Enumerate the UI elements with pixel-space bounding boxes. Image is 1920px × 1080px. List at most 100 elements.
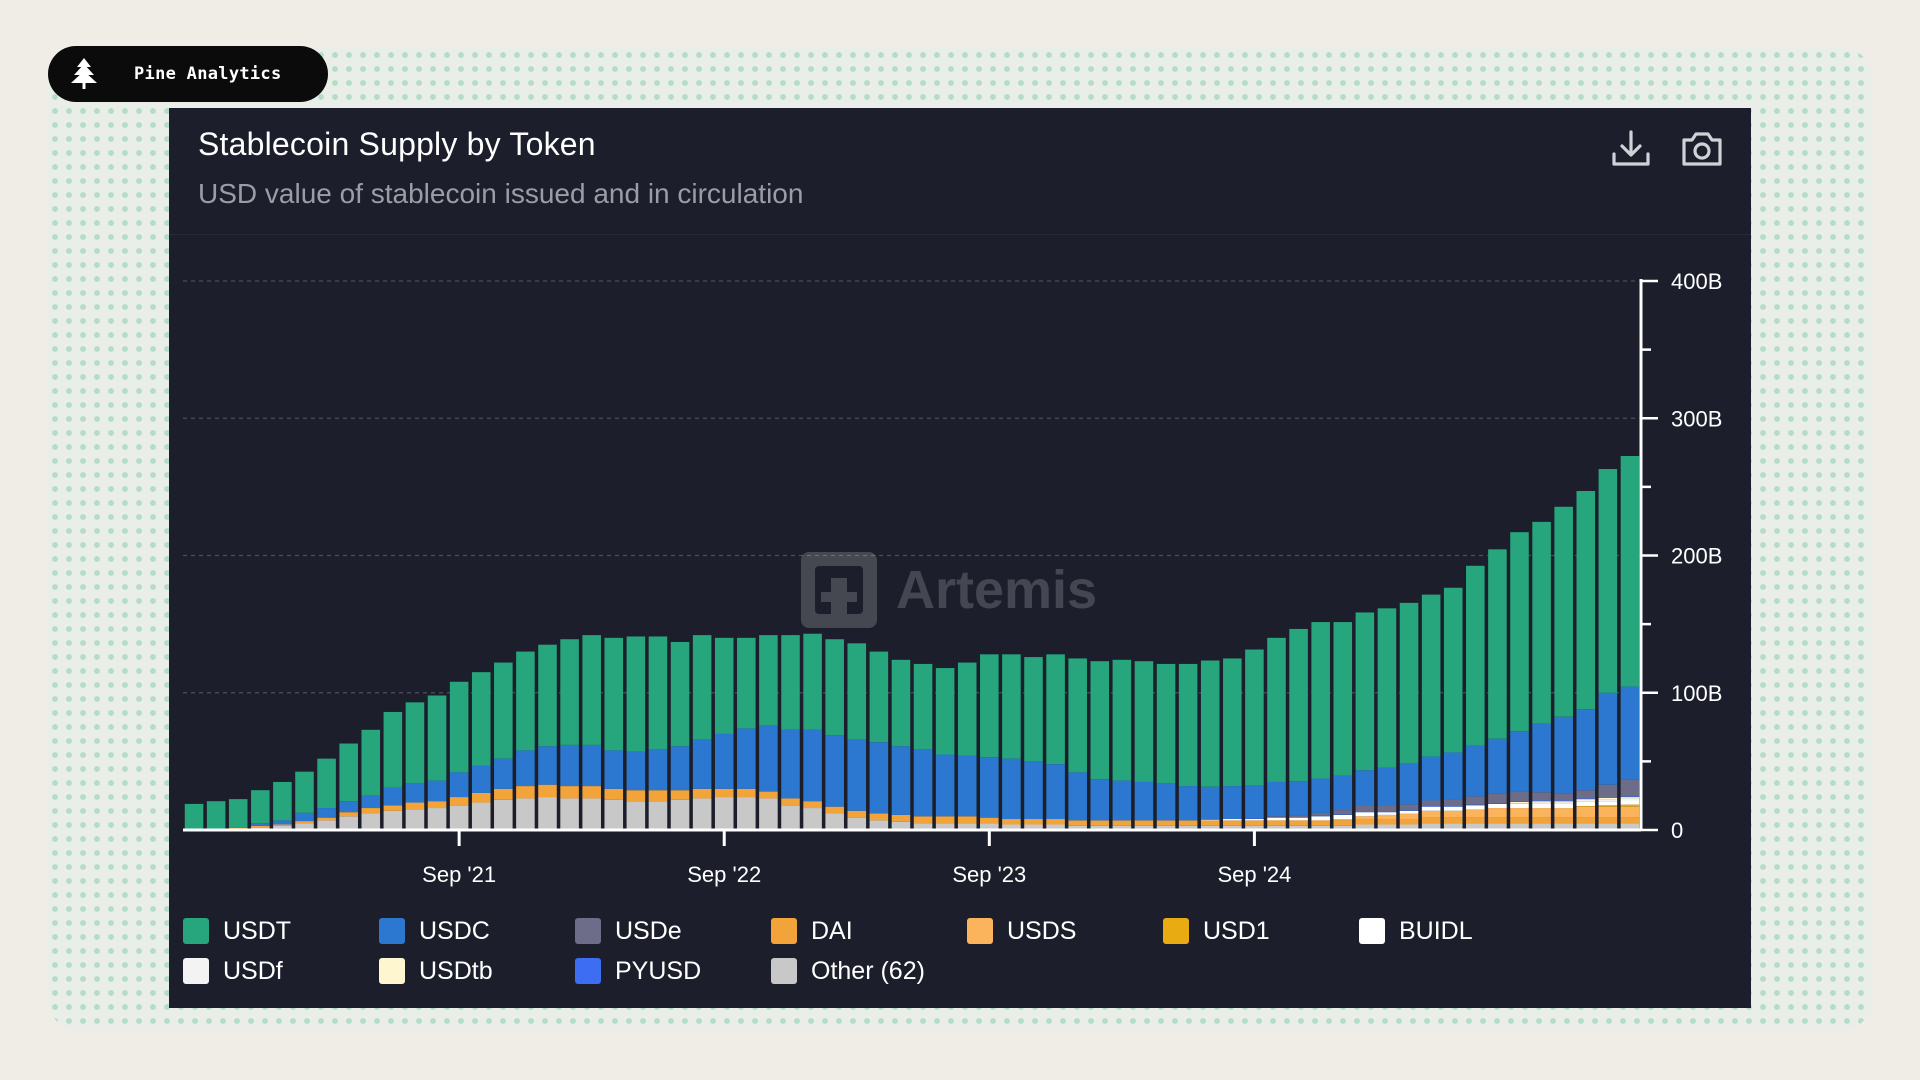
bar-stack[interactable] — [273, 781, 292, 830]
bar-segment-other-62[interactable] — [361, 813, 381, 830]
bar-segment-usdt[interactable] — [494, 662, 513, 759]
bar-segment-other-62[interactable] — [913, 823, 933, 830]
bar-segment-usdc[interactable] — [913, 749, 933, 817]
bar-segment-other-62[interactable] — [1510, 823, 1529, 830]
bar-segment-usdt[interactable] — [1377, 608, 1397, 768]
bar-segment-usde[interactable] — [1399, 804, 1419, 811]
legend-item-usdf[interactable]: USDf — [183, 956, 379, 986]
bar-segment-usdc[interactable] — [339, 801, 358, 813]
bar-segment-dai[interactable] — [825, 806, 844, 814]
bar-segment-usdt[interactable] — [913, 663, 933, 750]
bar-segment-usdt[interactable] — [228, 799, 248, 828]
bar-segment-dai[interactable] — [1421, 817, 1441, 824]
bar-segment-dai[interactable] — [1620, 817, 1640, 824]
bar-stack[interactable] — [980, 654, 999, 830]
bar-segment-buidl[interactable] — [1333, 814, 1353, 820]
bar-segment-usdt[interactable] — [1466, 565, 1485, 746]
bar-segment-other-62[interactable] — [781, 805, 800, 830]
bar-segment-other-62[interactable] — [405, 809, 425, 830]
bar-segment-usd1[interactable] — [1576, 805, 1596, 807]
bar-stack[interactable] — [1311, 622, 1330, 830]
bar-segment-other-62[interactable] — [692, 798, 712, 830]
bar-stack[interactable] — [626, 636, 646, 830]
bar-segment-buidl[interactable] — [1289, 817, 1308, 821]
bar-stack[interactable] — [1421, 594, 1441, 830]
bar-segment-usdc[interactable] — [1554, 716, 1573, 794]
bar-segment-usdt[interactable] — [1134, 661, 1154, 782]
bar-stack[interactable] — [383, 711, 403, 830]
bar-segment-dai[interactable] — [1355, 819, 1375, 825]
bar-stack[interactable] — [1333, 622, 1353, 830]
bar-segment-usdt[interactable] — [1399, 602, 1419, 764]
bar-segment-usdt[interactable] — [1068, 658, 1087, 773]
bar-segment-usdt[interactable] — [1355, 612, 1375, 771]
bar-segment-buidl[interactable] — [1267, 817, 1286, 821]
bar-segment-pyusd[interactable] — [1532, 800, 1551, 802]
bar-segment-usdc[interactable] — [980, 757, 999, 818]
bar-segment-usde[interactable] — [1289, 815, 1308, 817]
bar-segment-other-62[interactable] — [1443, 823, 1463, 830]
bar-segment-dai[interactable] — [803, 801, 822, 809]
bar-segment-other-62[interactable] — [317, 820, 336, 830]
bar-segment-usdt[interactable] — [361, 729, 381, 796]
bar-segment-dai[interactable] — [1289, 820, 1308, 826]
bar-stack[interactable] — [1355, 612, 1375, 830]
bar-stack[interactable] — [1576, 490, 1596, 830]
bar-segment-other-62[interactable] — [1024, 824, 1043, 830]
bar-stack[interactable] — [781, 635, 800, 830]
bar-stack[interactable] — [1002, 654, 1021, 830]
bar-segment-dai[interactable] — [1112, 820, 1132, 826]
bar-stack[interactable] — [184, 803, 204, 830]
bar-stack[interactable] — [449, 681, 469, 830]
legend-item-usde[interactable]: USDe — [575, 916, 771, 946]
bar-segment-dai[interactable] — [759, 791, 778, 799]
bar-segment-usdc[interactable] — [1598, 692, 1618, 785]
bar-segment-usdt[interactable] — [1333, 622, 1353, 776]
bar-segment-dai[interactable] — [1156, 820, 1176, 826]
bar-segment-dai[interactable] — [1134, 820, 1154, 826]
bar-segment-dai[interactable] — [714, 788, 734, 798]
bar-segment-usdt[interactable] — [935, 668, 955, 755]
bar-segment-usds[interactable] — [1576, 806, 1596, 818]
bar-segment-usdt[interactable] — [1090, 661, 1110, 780]
bar-stack[interactable] — [692, 635, 712, 830]
bar-segment-dai[interactable] — [1178, 820, 1198, 826]
bar-segment-usdtb[interactable] — [1620, 797, 1640, 799]
bar-stack[interactable] — [935, 668, 955, 830]
bar-segment-pyusd[interactable] — [1466, 804, 1485, 806]
bar-segment-usdt[interactable] — [317, 758, 336, 809]
bar-segment-usdc[interactable] — [759, 725, 778, 792]
bar-segment-dai[interactable] — [516, 786, 535, 799]
bar-segment-other-62[interactable] — [560, 798, 579, 830]
bar-segment-dai[interactable] — [891, 814, 911, 822]
legend-item-usdc[interactable]: USDC — [379, 916, 575, 946]
bar-segment-pyusd[interactable] — [1488, 803, 1507, 804]
bar-segment-dai[interactable] — [1333, 820, 1353, 826]
bar-segment-usdt[interactable] — [957, 662, 977, 756]
bar-segment-dai[interactable] — [847, 810, 867, 818]
bar-segment-other-62[interactable] — [538, 797, 557, 830]
bar-stack[interactable] — [317, 758, 336, 830]
bar-segment-dai[interactable] — [251, 825, 270, 828]
bar-segment-usdc[interactable] — [317, 808, 336, 818]
bar-segment-other-62[interactable] — [1333, 825, 1353, 830]
bar-stack[interactable] — [228, 799, 248, 830]
bar-segment-usde[interactable] — [1333, 810, 1353, 815]
bar-segment-pyusd[interactable] — [1510, 801, 1529, 802]
bar-segment-usdt[interactable] — [1178, 663, 1198, 787]
bar-segment-other-62[interactable] — [1178, 825, 1198, 830]
bar-segment-usdf[interactable] — [1554, 802, 1573, 804]
bar-segment-usdc[interactable] — [604, 750, 624, 789]
bar-segment-usdt[interactable] — [1488, 549, 1507, 739]
bar-segment-usdc[interactable] — [1134, 781, 1154, 821]
bar-segment-usdc[interactable] — [1576, 709, 1596, 791]
bar-segment-usde[interactable] — [1267, 816, 1286, 817]
bar-stack[interactable] — [251, 790, 270, 830]
bar-stack[interactable] — [737, 637, 756, 830]
bar-segment-usdt[interactable] — [980, 654, 999, 758]
download-icon[interactable] — [1606, 124, 1656, 174]
bar-segment-usdt[interactable] — [471, 672, 491, 766]
bar-segment-usdt[interactable] — [803, 633, 822, 730]
bar-segment-usdt[interactable] — [251, 790, 270, 824]
bar-stack[interactable] — [1289, 628, 1308, 830]
